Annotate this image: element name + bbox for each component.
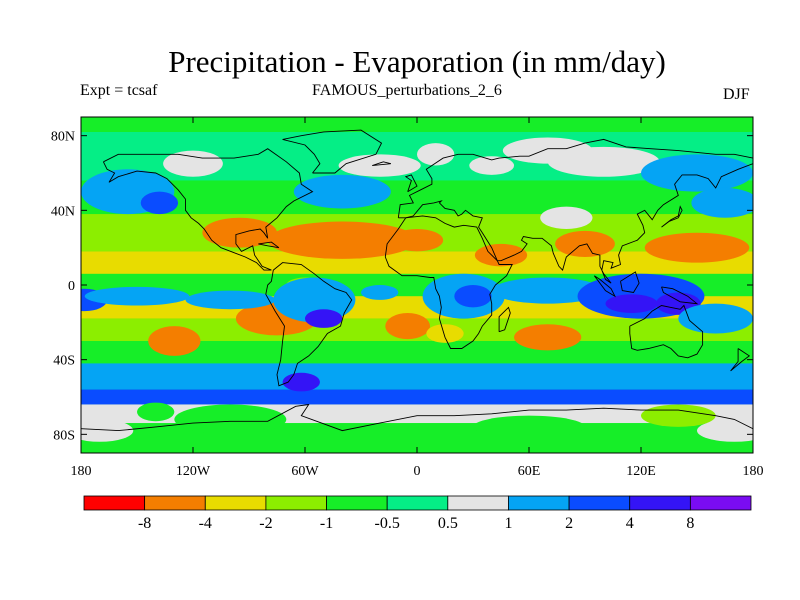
colorbar-label: 1 [504,515,512,532]
coastline [661,286,699,305]
experiment-label: Expt = tcsaf [80,82,158,99]
season-label: DJF [723,86,750,103]
lon-tick-label: 60W [291,464,319,479]
field-region [474,243,528,267]
field-region [148,326,201,356]
coastline [265,262,353,387]
lon-tick-label: 60E [518,464,541,479]
field-region [678,303,753,334]
plot-subtitle: FAMOUS_perturbations_2_6 [312,82,502,99]
axis-ticks: 80N 40N 0 40S 80S 180 120W 60W 0 60E 120E 180 [51,117,764,479]
coastlines [81,129,753,432]
field-region [644,232,750,263]
field-region [547,146,660,177]
lon-tick-label: 120W [176,464,211,479]
coastline [258,241,280,249]
coastline [398,163,753,284]
colorbar-swatch [629,495,691,511]
colorbar-label: 2 [565,515,573,532]
field-region [605,294,658,313]
coastline [629,304,704,359]
lon-tick-label: 120E [626,464,656,479]
coastline [397,138,753,218]
coastline [661,205,683,228]
colorbar-label: 4 [626,515,634,532]
colorbar-swatch [144,495,206,511]
field-region [697,419,753,442]
field-region [305,309,343,328]
colorbar-swatch [265,495,327,511]
field-band [81,117,753,132]
colorbar-swatch [204,495,267,511]
field-region [293,174,391,209]
colorbar-swatch [689,495,752,511]
precip-minus-evap-field [81,117,753,453]
field-region [81,419,134,442]
colorbar-swatch [326,495,388,511]
colorbar-swatch [568,495,631,511]
plot-title: Precipitation - Evaporation (in mm/day) [168,44,666,79]
lat-tick-label: 0 [68,279,75,294]
colorbar-label: -8 [138,515,151,532]
lat-tick-label: 80N [51,130,75,145]
field-region [338,154,421,177]
field-region [469,156,515,175]
field-region [426,324,464,343]
colorbar-label: 0.5 [438,515,458,532]
field-region [385,313,431,340]
coastline [384,215,513,349]
field-region [163,150,223,177]
field-region [267,221,417,259]
field-region [417,143,455,166]
colorbar-swatch [447,495,509,511]
coastline [282,129,383,174]
coastline [81,403,753,432]
coastline [498,306,511,333]
coastline [102,148,314,271]
field-region [691,187,753,218]
field-region [491,277,604,304]
field-region [641,404,716,427]
field-region [137,402,175,422]
coastline [730,348,751,372]
field-band [81,363,753,390]
field-region [473,415,585,439]
colorbar-label: -1 [320,515,333,532]
field-region [514,324,582,351]
field-region [202,217,277,248]
field-region [84,286,190,306]
colorbar-swatch [83,495,146,511]
colorbar: -8 -4 -2 -1 -0.5 0.5 1 2 4 8 [83,495,752,532]
field-region [140,191,179,215]
field-region [641,154,753,192]
lon-tick-label: 180 [743,464,764,479]
colorbar-label: -0.5 [375,515,400,532]
lon-tick-label: 180 [71,464,92,479]
field-region [390,229,444,252]
lon-tick-label: 0 [414,464,421,479]
coastline [620,271,640,293]
lat-tick-label: 40S [53,354,75,369]
colorbar-label: -4 [199,515,212,532]
colorbar-swatch [508,495,570,511]
field-region [185,290,276,310]
field-region [454,285,492,308]
coastline [372,161,392,166]
field-region [540,206,593,229]
colorbar-label: 8 [686,515,694,532]
colorbar-swatch [386,495,449,511]
lat-tick-label: 40N [51,204,75,219]
field-band [81,389,753,405]
lat-tick-label: 80S [53,428,75,443]
coastline [404,174,418,193]
coastline [593,275,617,298]
colorbar-label: -2 [259,515,272,532]
field-region [174,404,287,435]
field-region [361,285,399,300]
